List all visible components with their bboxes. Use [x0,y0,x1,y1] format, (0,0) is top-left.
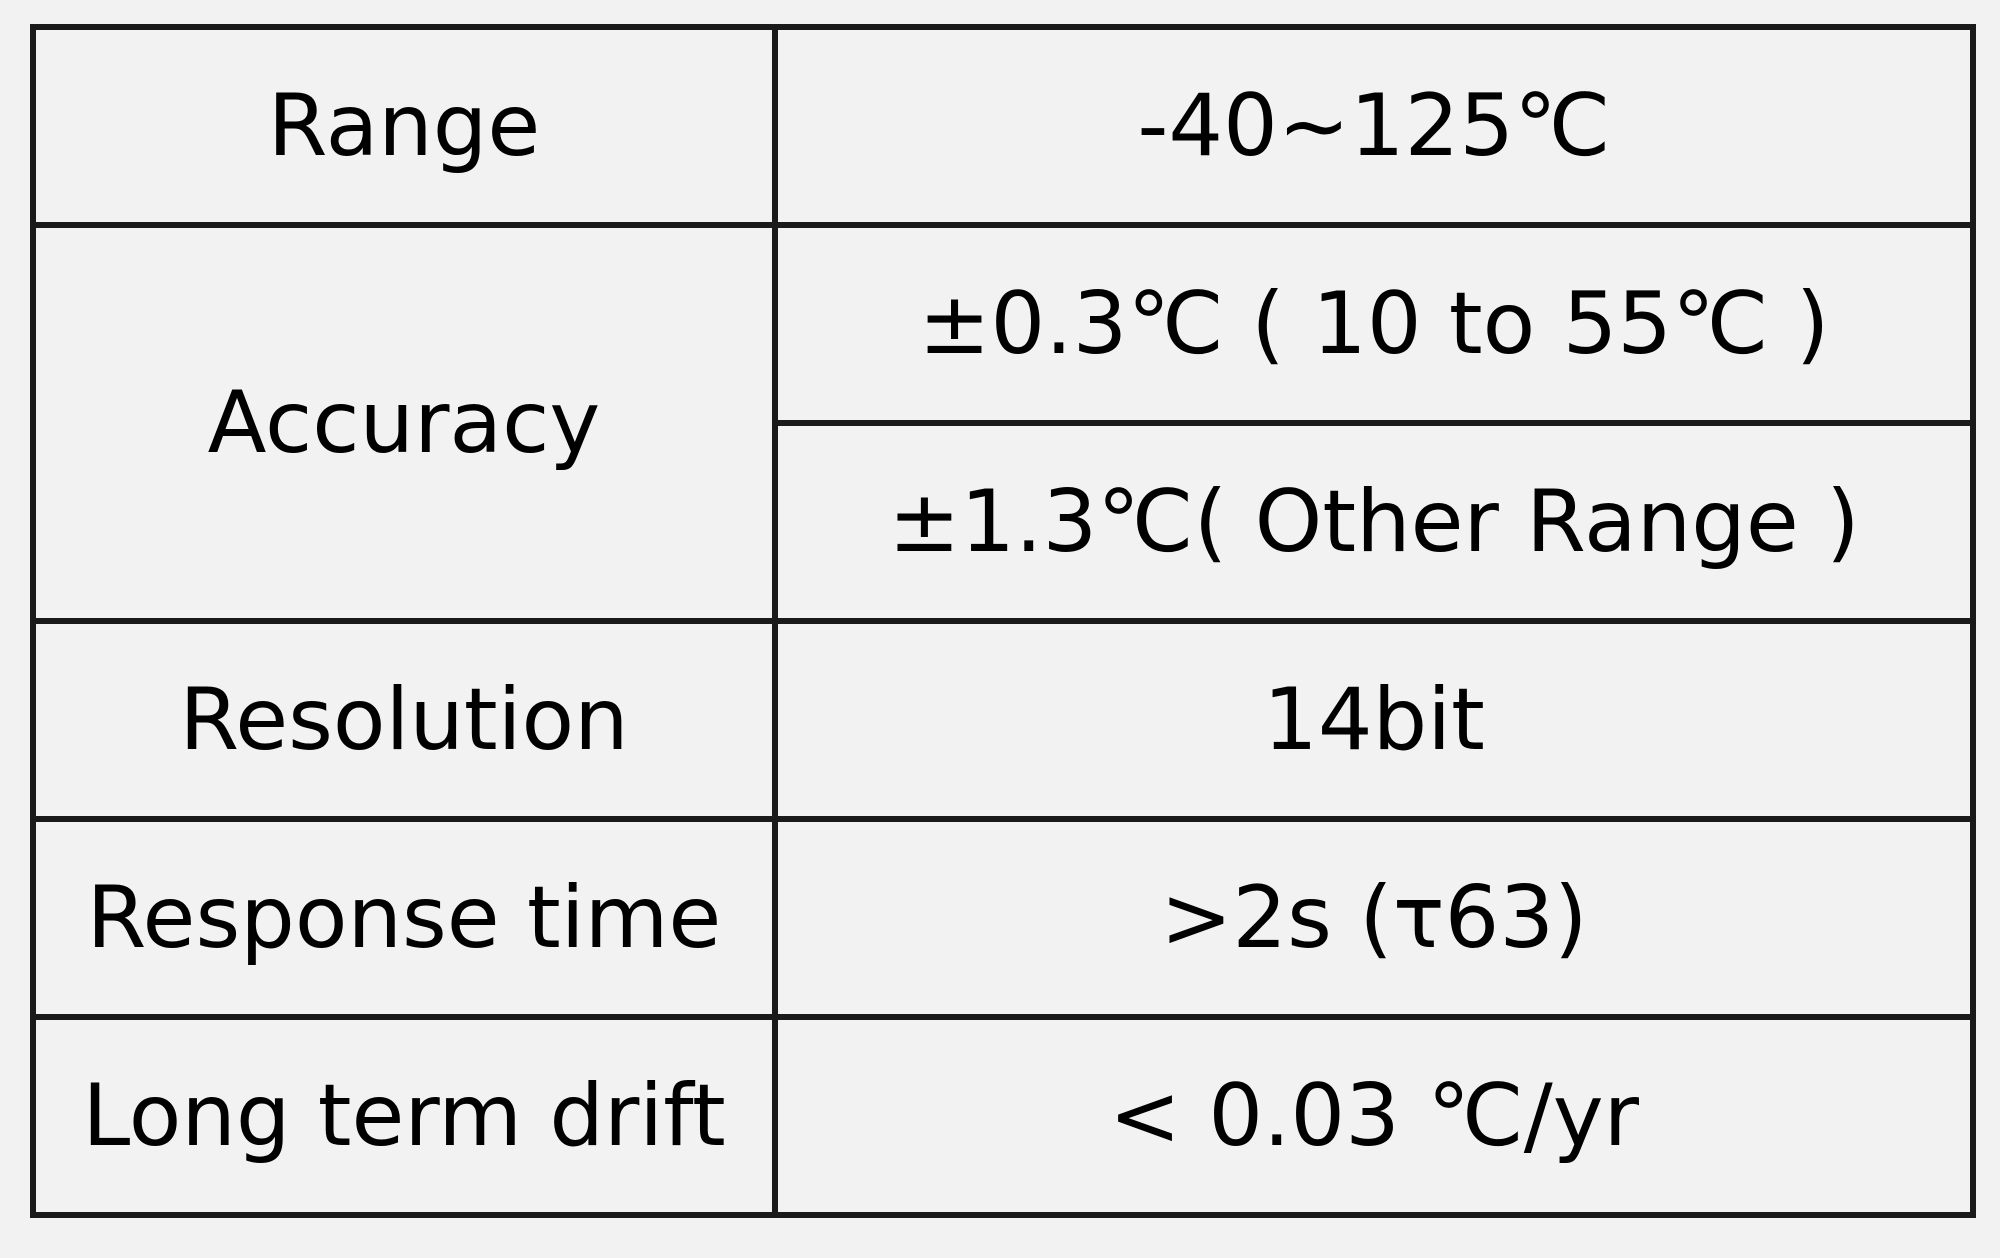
value-cell-accuracy-2: ±1.3℃( Other Range ) [772,420,1976,624]
label-cell-resolution: Resolution [30,618,778,822]
value-cell-response-time: >2s (τ63) [772,816,1976,1020]
table-row-range: Range -40~125℃ [30,24,1976,228]
label-cell-long-term-drift: Long term drift [30,1014,778,1218]
table-row-resolution: Resolution 14bit [30,618,1976,822]
table-row-accuracy: Accuracy ±0.3℃ ( 10 to 55℃ ) [30,222,1976,624]
value-cell-range: -40~125℃ [772,24,1976,228]
value-cell-accuracy-1: ±0.3℃ ( 10 to 55℃ ) [772,222,1976,426]
table-row-response-time: Response time >2s (τ63) [30,816,1976,1020]
table-row-long-term-drift: Long term drift < 0.03 ℃/yr [30,1014,1976,1218]
label-cell-range: Range [30,24,778,228]
label-cell-response-time: Response time [30,816,778,1020]
table-row-accuracy-sub: ±1.3℃( Other Range ) [33,420,1976,624]
spec-table: Range -40~125℃ Accuracy ±0.3℃ ( 10 to 55… [30,24,1976,1218]
value-cell-resolution: 14bit [772,618,1976,822]
label-cell-accuracy: Accuracy [30,222,778,624]
value-cell-long-term-drift: < 0.03 ℃/yr [772,1014,1976,1218]
